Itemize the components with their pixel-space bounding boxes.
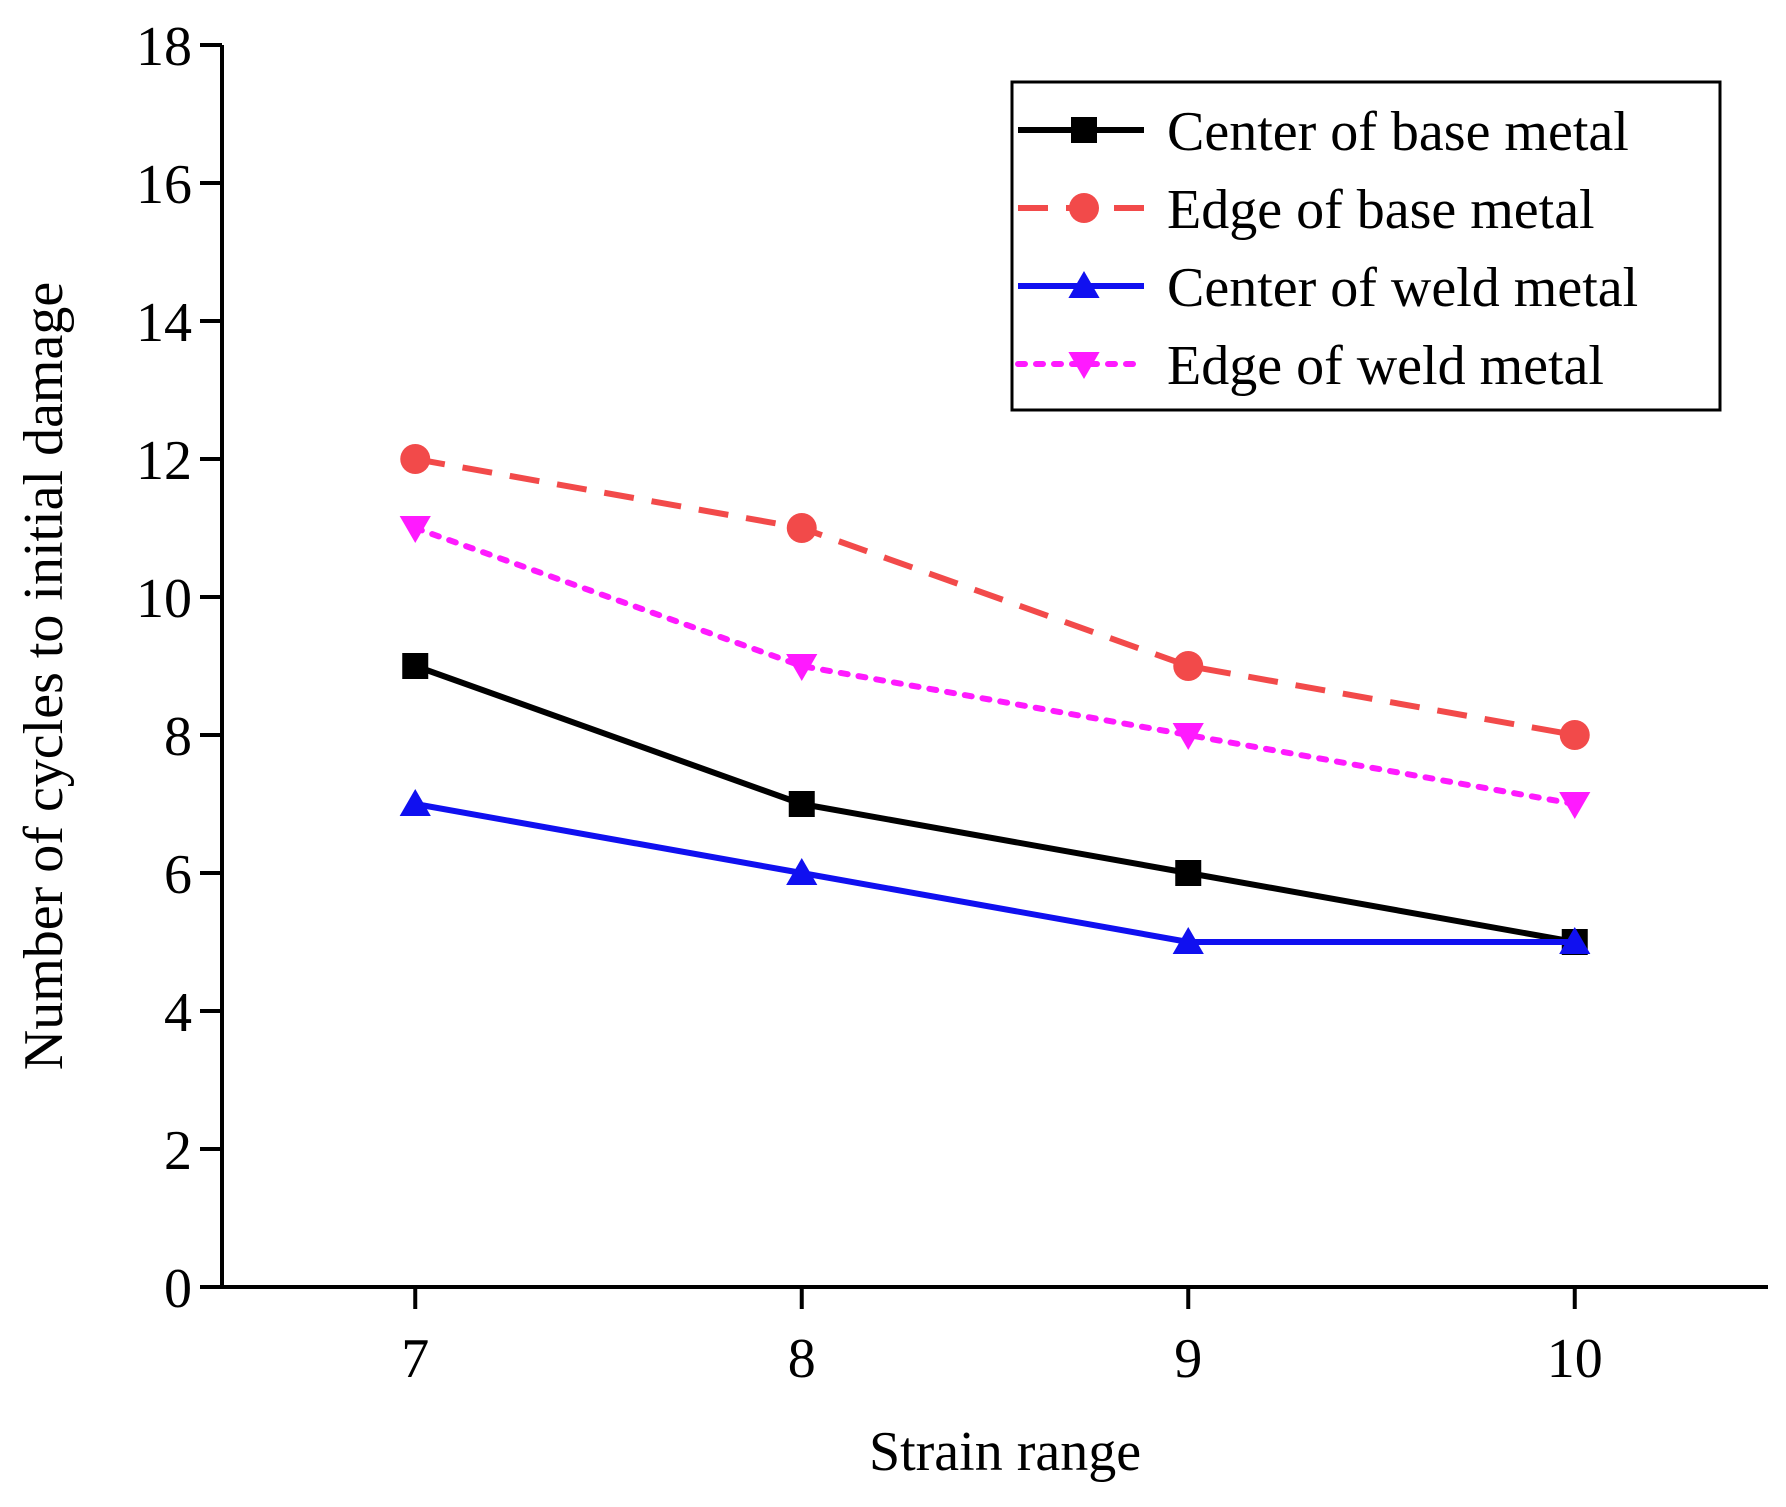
y-tick-label: 14	[136, 292, 192, 354]
data-point	[400, 444, 431, 474]
y-tick-label: 16	[136, 154, 192, 216]
y-tick-label: 8	[164, 706, 192, 768]
data-point	[786, 513, 817, 543]
data-point	[1559, 792, 1591, 819]
legend-box	[1010, 80, 1722, 412]
series-2	[400, 444, 1590, 750]
y-tick-label: 18	[136, 16, 192, 78]
series-4	[399, 516, 1591, 819]
x-axis-label: Strain range	[869, 1421, 1141, 1483]
data-point	[788, 791, 815, 817]
legend-entry: Center of base metal	[1018, 101, 1629, 163]
data-point	[786, 654, 818, 681]
series-layer	[399, 444, 1591, 955]
data-point	[1559, 720, 1590, 750]
data-point	[1172, 723, 1204, 750]
axes: 0 2 4 6 8 10 12 14 16 18 7 8 9 10	[136, 16, 1768, 1390]
data-point	[786, 858, 818, 885]
series-line	[414, 801, 1575, 945]
y-tick-label: 10	[136, 568, 192, 630]
series-line	[412, 525, 1578, 807]
data-point	[402, 653, 429, 679]
data-point	[1172, 927, 1204, 954]
series-3	[399, 789, 1591, 954]
y-tick-label: 2	[164, 1120, 192, 1182]
legend-entry: Edge of weld metal	[1015, 335, 1604, 397]
data-point	[399, 789, 431, 816]
legend-marker	[1068, 352, 1100, 379]
legend-marker	[1068, 271, 1100, 298]
series-line	[414, 456, 1576, 738]
legend-entry: Edge of base metal	[1018, 179, 1595, 241]
legend-marker	[1069, 193, 1099, 223]
y-axis-label: Number of cycles to initial damage	[13, 282, 75, 1070]
data-point	[1173, 651, 1204, 681]
data-point	[1175, 860, 1202, 886]
legend-label: Center of weld metal	[1167, 257, 1638, 319]
y-tick-label: 0	[164, 1258, 192, 1320]
legend-entry: Center of weld metal	[1018, 257, 1638, 319]
series-line	[414, 663, 1576, 945]
legend-label: Edge of weld metal	[1167, 335, 1604, 397]
data-point	[399, 516, 431, 543]
y-tick-label: 4	[164, 982, 192, 1044]
legend-label: Edge of base metal	[1167, 179, 1595, 241]
y-tick-label: 12	[136, 430, 192, 492]
data-point	[1559, 927, 1591, 954]
x-tick-label: 10	[1547, 1328, 1603, 1390]
legend: Center of base metal Edge of base metal Ce…	[1010, 80, 1722, 412]
x-tick-label: 7	[401, 1328, 429, 1390]
legend-marker	[1071, 117, 1097, 143]
x-tick-label: 9	[1174, 1328, 1202, 1390]
y-tick-label: 6	[164, 844, 192, 906]
series-1	[402, 653, 1588, 955]
x-tick-label: 8	[788, 1328, 816, 1390]
legend-label: Center of base metal	[1167, 101, 1629, 163]
